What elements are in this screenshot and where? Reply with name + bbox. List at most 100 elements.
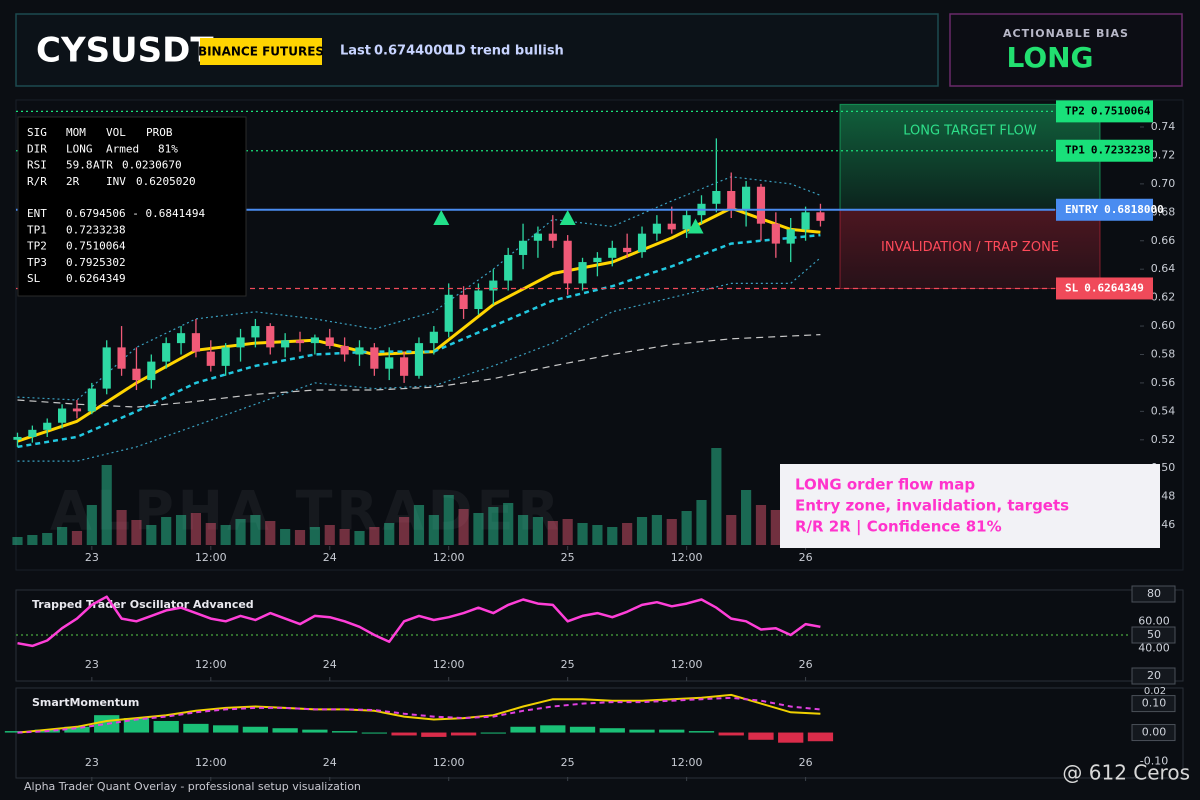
level-label: SL 0.6264349 [1065, 281, 1144, 294]
volume-bar [413, 505, 425, 545]
info-cell: 0.7233238 [66, 223, 126, 236]
tick-box [1131, 585, 1176, 603]
candle-body [295, 340, 305, 344]
histogram-bar [272, 728, 298, 733]
x-tick-label: 12:00 [671, 756, 703, 769]
candle-body [608, 247, 617, 258]
info-cell: Armed [106, 142, 139, 155]
y-tick-label: 0.54 [1151, 404, 1176, 417]
candle-body [385, 357, 394, 369]
volume-bar [517, 515, 529, 545]
level-name: SL [1065, 281, 1079, 294]
x-tick-label: 24 [323, 658, 337, 671]
candle-body [117, 347, 126, 369]
volume-bar [562, 519, 573, 545]
y-tick-label: 60.00 [1138, 614, 1170, 627]
signal-triangle [687, 218, 704, 234]
x-tick-label: 12:00 [671, 658, 703, 671]
info-cell: 0.7925302 [66, 256, 126, 269]
volume-bar [12, 537, 23, 545]
candle-body [191, 333, 201, 352]
histogram-bar [480, 732, 506, 734]
tick-box [1131, 724, 1176, 742]
histogram-bar [421, 732, 447, 737]
volume-bar [607, 527, 618, 545]
candle-body [370, 347, 379, 369]
candle-body [28, 429, 37, 437]
y-tick-label: 50 [1147, 628, 1161, 641]
y-tick-label: 0.62 [1151, 291, 1176, 304]
y-tick-label: 20 [1147, 669, 1161, 682]
bias-box [949, 13, 1183, 87]
volume-bar [265, 521, 276, 545]
volume-bar [741, 490, 752, 545]
y-tick-label: 0.66 [1151, 234, 1176, 247]
volume-bar [190, 513, 202, 545]
candle-body [43, 422, 52, 430]
y-tick-label: 0.74 [1151, 120, 1176, 133]
signal-triangle [559, 210, 576, 226]
volume-bar [280, 529, 291, 545]
info-cell: 2R [66, 175, 80, 188]
bias-value: LONG [1006, 41, 1093, 74]
trend: 1D trend bullish [446, 44, 564, 59]
candle-body [518, 240, 528, 255]
histogram-bar [213, 725, 239, 733]
histogram-bar [450, 732, 477, 736]
y-tick-label: 0.56 [1151, 376, 1176, 389]
info-cell: 0.0230670 [122, 159, 182, 172]
y-tick-label: 0.60 [1151, 319, 1176, 332]
candle-body [206, 351, 215, 366]
volume-bar [220, 525, 231, 545]
volume-bar [369, 527, 380, 545]
candle-body [801, 212, 810, 230]
header-box [15, 13, 939, 87]
info-cell: DIR [27, 142, 47, 155]
x-tick-label: 12:00 [195, 756, 227, 769]
volume-bar [354, 531, 365, 545]
level-name: TP2 [1065, 104, 1085, 117]
x-tick-label: 12:00 [433, 756, 465, 769]
candle-body [667, 223, 676, 230]
candle-body [786, 229, 795, 244]
y-tick-label: 0.58 [1151, 347, 1176, 360]
x-tick-label: 26 [799, 658, 813, 671]
info-cell: LONG [66, 142, 93, 155]
info-cell: MOM [66, 126, 86, 139]
y-tick-label: -0.10 [1140, 755, 1168, 768]
info-cell: 59.8 [66, 159, 93, 172]
candle-body [72, 408, 82, 412]
indicator-line [17, 176, 821, 401]
candle-body [147, 361, 156, 381]
candle-body [414, 343, 424, 376]
watermark: ALPHA TRADER [50, 480, 563, 543]
candle-body [533, 233, 543, 241]
volume-bar [636, 517, 648, 545]
histogram-bar [599, 728, 625, 733]
symbol: CYSUSDT [36, 31, 214, 71]
x-tick-label: 23 [85, 551, 99, 564]
volume-bar [622, 523, 633, 545]
x-tick-label: 12:00 [195, 658, 227, 671]
volume-bar [755, 505, 767, 545]
candle-body [355, 347, 364, 355]
info-cell: INV [106, 175, 126, 188]
histogram-bar [302, 729, 328, 733]
info-cell: RSI [27, 159, 47, 172]
candle-body [340, 345, 349, 355]
level-tag [1056, 100, 1153, 123]
level-label: ENTRY 0.6818000 [1065, 203, 1164, 216]
candle-body [281, 340, 290, 348]
info-box [17, 116, 247, 297]
volume-bar [696, 500, 707, 545]
x-tick-label: 24 [323, 551, 337, 564]
exchange: BINANCE FUTURES [198, 45, 324, 59]
y-tick-label: 0.00 [1142, 726, 1167, 739]
credit: @ 612 Ceros [1062, 761, 1190, 785]
candle-body [310, 337, 319, 344]
y-tick-label: 0.64 [1151, 262, 1176, 275]
histogram-bar [748, 732, 774, 740]
x-tick-label: 12:00 [195, 551, 227, 564]
candle-body [727, 190, 736, 210]
